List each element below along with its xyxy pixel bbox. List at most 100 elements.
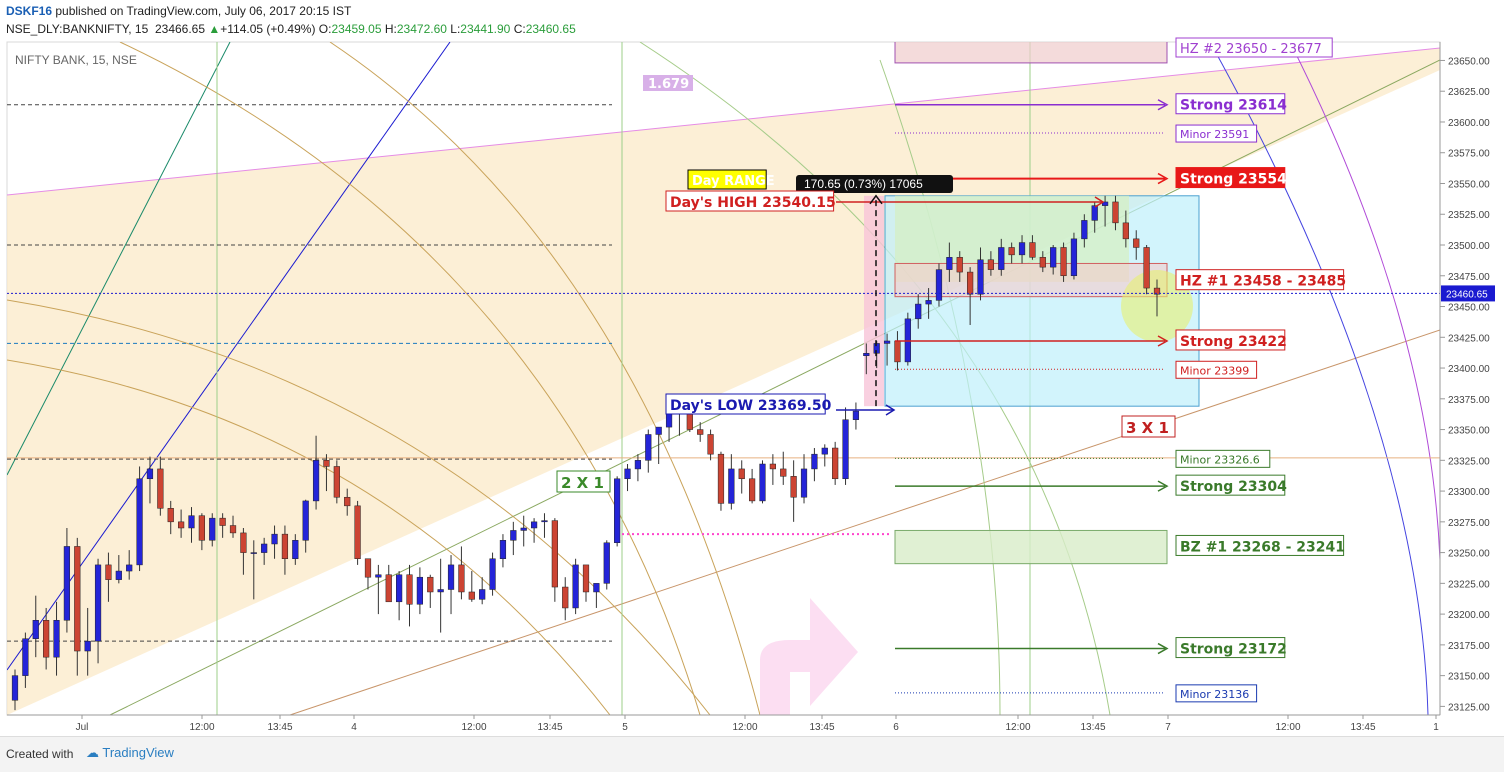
candle bbox=[717, 451, 725, 511]
candle-body bbox=[198, 515, 205, 541]
candle bbox=[323, 454, 330, 492]
candle-body bbox=[987, 259, 994, 270]
candle bbox=[1143, 245, 1150, 295]
high-label: H: bbox=[384, 22, 397, 36]
level-label: Strong 23304 bbox=[1175, 474, 1287, 496]
level-label-text: Minor 23591 bbox=[1180, 128, 1249, 141]
candle-body bbox=[1122, 222, 1129, 240]
candle-body bbox=[655, 426, 662, 435]
level-label-box bbox=[1175, 93, 1286, 115]
candle-body bbox=[105, 564, 112, 580]
candle-body bbox=[281, 533, 289, 559]
candle-body bbox=[842, 419, 849, 480]
y-tick-label: 23525.00 bbox=[1448, 210, 1490, 221]
level-label: BZ #1 23268 - 23241 bbox=[1175, 534, 1345, 556]
chart-title: NIFTY BANK, 15, NSE bbox=[15, 53, 137, 67]
level-label-box bbox=[1175, 329, 1286, 351]
candle-body bbox=[624, 468, 631, 480]
candle-body bbox=[84, 640, 91, 652]
candle-body bbox=[209, 517, 216, 541]
candle bbox=[437, 558, 444, 633]
level-label: Minor 23399 bbox=[1175, 360, 1258, 379]
candle-body bbox=[769, 463, 776, 470]
candle bbox=[883, 333, 891, 366]
candle bbox=[229, 515, 237, 538]
candle-body bbox=[562, 586, 569, 609]
annotations-layer: HZ #2 23650 - 23677 Strong 23614 Minor 235… bbox=[7, 37, 1440, 703]
author-link[interactable]: DSKF16 bbox=[6, 4, 53, 18]
candle bbox=[904, 312, 911, 366]
candle-body bbox=[323, 460, 330, 467]
candle-body bbox=[697, 429, 704, 435]
low-value: 23441.90 bbox=[460, 22, 511, 36]
candle-body bbox=[572, 564, 579, 609]
candle bbox=[479, 577, 486, 605]
day-range-label-text: Day RANGE bbox=[692, 174, 775, 189]
level-label: Strong 23172 bbox=[1175, 637, 1287, 659]
candle bbox=[146, 456, 154, 504]
price-chart[interactable]: HZ #2 23650 - 23677 Strong 23614 Minor 235… bbox=[0, 0, 1504, 736]
candle bbox=[582, 564, 590, 602]
low-label: L: bbox=[450, 22, 461, 36]
candle bbox=[32, 595, 39, 658]
candle bbox=[1153, 279, 1161, 317]
day-range-label-box bbox=[687, 169, 767, 190]
level-label-box bbox=[1175, 167, 1286, 189]
candle bbox=[261, 537, 268, 565]
candle-body bbox=[396, 574, 403, 603]
close-value: 23460.65 bbox=[525, 22, 576, 36]
open-value: 23459.05 bbox=[331, 22, 382, 36]
y-tick-label: 23625.00 bbox=[1448, 87, 1490, 98]
candle-body bbox=[364, 558, 372, 578]
candle-body bbox=[967, 271, 974, 295]
candle-body bbox=[11, 675, 19, 701]
candle-body bbox=[406, 574, 413, 605]
candle bbox=[1018, 235, 1026, 264]
candle-body bbox=[1112, 201, 1119, 224]
candle-body bbox=[894, 340, 901, 363]
candle bbox=[520, 515, 527, 547]
level-label-box bbox=[1175, 474, 1286, 496]
candle bbox=[1050, 245, 1057, 275]
candle-body bbox=[53, 620, 60, 658]
candle-body bbox=[707, 434, 714, 455]
y-tick-label: 23425.00 bbox=[1448, 333, 1490, 344]
x-tick-label: 1 bbox=[1433, 722, 1439, 733]
candle bbox=[738, 460, 745, 494]
candle-body bbox=[468, 591, 475, 600]
fan-line-blue bbox=[7, 42, 451, 671]
y-tick-label: 23550.00 bbox=[1448, 179, 1490, 190]
candle bbox=[530, 518, 538, 543]
level-label-box bbox=[1175, 449, 1271, 468]
candle bbox=[22, 632, 29, 688]
candle-body bbox=[219, 517, 226, 526]
candle bbox=[11, 669, 19, 711]
candle-body bbox=[1101, 201, 1109, 206]
candle-body bbox=[759, 463, 766, 502]
candle bbox=[375, 564, 382, 615]
candle-body bbox=[302, 500, 309, 541]
tradingview-logo[interactable]: ☁ TradingView bbox=[86, 745, 174, 761]
candle bbox=[842, 407, 849, 485]
candle-body bbox=[32, 620, 39, 639]
candle bbox=[1070, 232, 1078, 280]
open-label: O: bbox=[318, 22, 332, 36]
day-low-label-text: Day's LOW 23369.50 bbox=[670, 398, 832, 414]
y-tick-label: 23300.00 bbox=[1448, 487, 1490, 498]
level-label: Minor 23326.6 bbox=[1175, 449, 1271, 468]
y-tick-label: 23250.00 bbox=[1448, 549, 1490, 560]
candle bbox=[74, 537, 81, 676]
candle-body bbox=[250, 552, 257, 554]
candle bbox=[499, 534, 507, 568]
candle bbox=[935, 263, 943, 307]
candle bbox=[354, 500, 361, 565]
level-label-box bbox=[1175, 269, 1345, 291]
symbol-name: NSE_DLY:BANKNIFTY, 15 bbox=[6, 22, 149, 36]
y-tick-label: 23150.00 bbox=[1448, 672, 1490, 683]
gann-3x1-label: 3 X 1 bbox=[1121, 415, 1176, 438]
range-pink-bar bbox=[864, 195, 884, 407]
candle bbox=[167, 500, 174, 535]
y-tick-label: 23650.00 bbox=[1448, 56, 1490, 67]
level-label-text: BZ #1 23268 - 23241 bbox=[1180, 539, 1345, 555]
candle-body bbox=[63, 546, 71, 621]
